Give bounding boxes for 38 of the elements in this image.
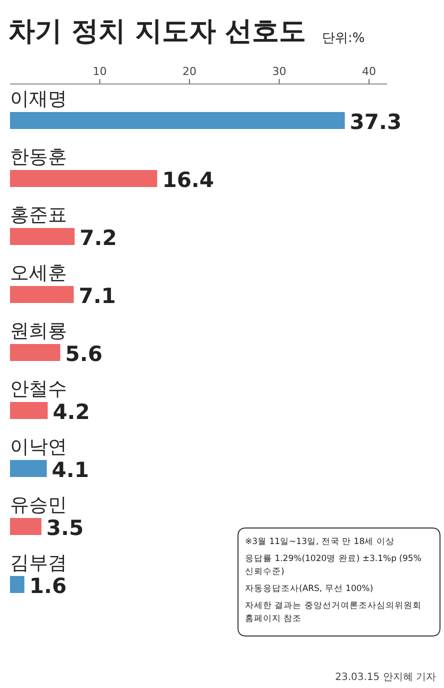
x-tick-label: 30 xyxy=(272,65,286,78)
y-tick-label: 한동훈 xyxy=(10,146,67,168)
text: 자세한 결과는 중앙선거여론조사심의위원회 홈페이지 참조 xyxy=(245,601,422,624)
bar xyxy=(10,402,48,419)
bar xyxy=(10,518,42,535)
annotation: 자동응답조사(ARS, 무선 100%) xyxy=(245,584,374,594)
text: 23.03.15 안지혜 기자 xyxy=(335,672,436,683)
data-label: 5.6 xyxy=(65,342,102,366)
y-tick-label: 이낙연 xyxy=(10,436,67,458)
chart-subtitle: 단위:% xyxy=(322,31,365,46)
x-tick-label: 10 xyxy=(92,65,107,78)
data-label: 4.1 xyxy=(52,458,90,482)
data-label: 3.5 xyxy=(46,516,84,540)
y-tick-label: 홍준표 xyxy=(10,204,67,226)
y-tick-label: 김부겸 xyxy=(10,552,67,574)
data-label: 7.1 xyxy=(78,284,116,308)
data-label: 1.6 xyxy=(29,574,67,598)
y-tick-label: 오세훈 xyxy=(10,262,67,284)
bar xyxy=(10,112,345,129)
bar xyxy=(10,460,47,477)
data-label: 37.3 xyxy=(350,110,402,134)
bar xyxy=(10,344,60,361)
chart-title: 차기 정치 지도자 선호도 xyxy=(8,16,306,47)
bar xyxy=(10,286,74,303)
annotation: ※3월 11일~13일, 전국 만 18세 이상 xyxy=(245,537,394,547)
bar xyxy=(10,170,158,187)
x-tick-label: 40 xyxy=(362,65,376,78)
data-label: 4.2 xyxy=(52,400,90,424)
annotation: 응답률 1.29%(1020명 완료) ±3.1%p (95% 신뢰수준) xyxy=(245,554,422,577)
y-tick-label: 유승민 xyxy=(10,494,67,516)
bar xyxy=(10,228,75,245)
bar xyxy=(10,576,24,593)
data-label: 16.4 xyxy=(162,168,214,192)
x-tick-label: 20 xyxy=(182,65,197,78)
y-tick-label: 안철수 xyxy=(10,378,67,400)
data-label: 7.2 xyxy=(80,226,117,250)
y-tick-label: 원희룡 xyxy=(10,320,67,342)
y-tick-label: 이재명 xyxy=(10,88,67,110)
